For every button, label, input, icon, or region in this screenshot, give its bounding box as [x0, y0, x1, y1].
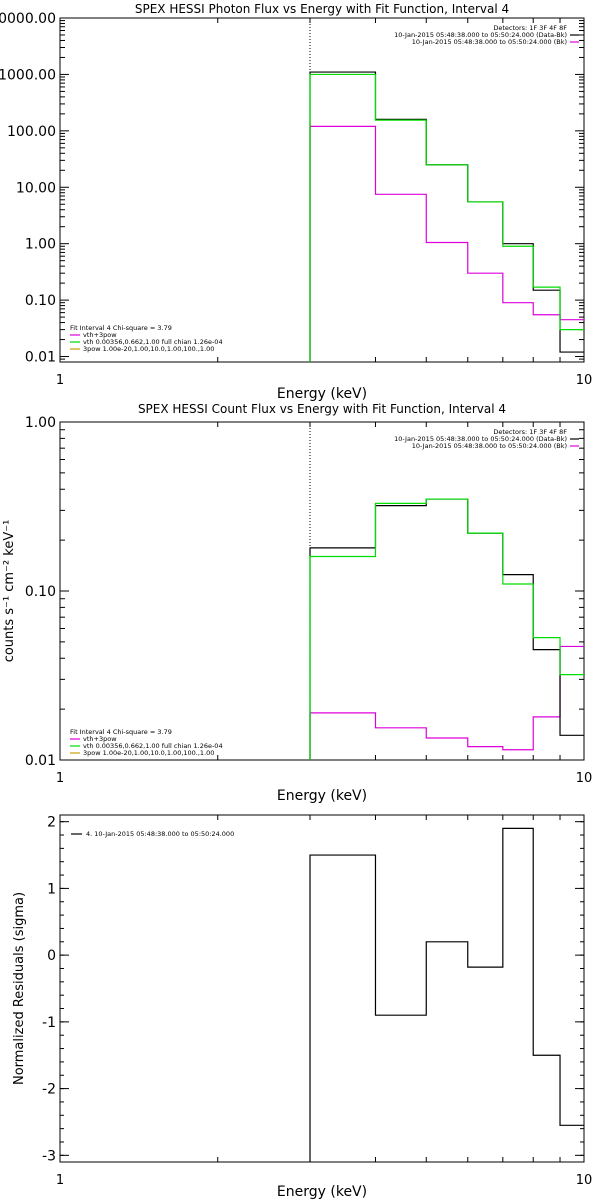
- plot-frame: [59, 814, 585, 1163]
- y-tick-label: -3: [42, 1148, 56, 1164]
- legend-top-entry: Detectors: 1F 3F 4F 8F: [493, 24, 567, 32]
- y-tick-label: 0.10: [25, 293, 56, 309]
- y-tick-label: 0: [47, 948, 56, 964]
- x-axis-label: Energy (keV): [277, 788, 367, 804]
- series-fit-line: [309, 498, 584, 760]
- x-axis-label: Energy (keV): [277, 1184, 367, 1200]
- y-tick-label: 0.01: [25, 753, 56, 769]
- legend-top-entry: 10-Jan-2015 05:48:38.000 to 05:50:24.000…: [394, 31, 567, 39]
- y-tick-label: 10.00: [16, 180, 56, 196]
- y-tick-label: 0.10: [25, 584, 56, 600]
- legend-bottom-entry: vth+3pow: [83, 735, 117, 743]
- legend-top-entry: 10-Jan-2015 05:48:38.000 to 05:50:24.000…: [412, 442, 567, 450]
- series-background-line: [309, 125, 584, 362]
- legend-bottom-entry: vth+3pow: [83, 331, 117, 339]
- chart-panel-3: Energy (keV) Normalized Residuals (sigma)…: [12, 814, 593, 1200]
- x-tick-label: 1: [56, 1173, 64, 1188]
- y-axis-label: Normalized Residuals (sigma): [12, 892, 27, 1085]
- y-axis-label: counts s⁻¹ cm⁻² keV⁻¹: [2, 520, 17, 663]
- chart-panel-1: SPEX HESSI Photon Flux vs Energy with Fi…: [0, 2, 592, 402]
- y-tick-label: -1: [42, 1015, 56, 1031]
- x-tick-label: 1: [56, 771, 64, 786]
- y-tick-label: 100.00: [7, 124, 56, 140]
- legend-top-entry: 10-Jan-2015 05:48:38.000 to 05:50:24.000…: [412, 38, 567, 46]
- legend-bottom-entry: 3pow 1.00e-20,1.00,10.0,1.00,100.,1.00: [83, 749, 214, 757]
- y-tick-label: 1: [47, 881, 56, 897]
- x-tick-label: 10: [576, 373, 593, 388]
- plot-frame: [59, 421, 585, 761]
- legend-top-entry: 10-Jan-2015 05:48:38.000 to 05:50:24.000…: [394, 435, 567, 443]
- y-tick-label: 0.01: [25, 350, 56, 366]
- series-fit-line: [309, 73, 584, 362]
- series-data-line: [309, 71, 584, 362]
- series-data-line: [309, 498, 584, 760]
- legend-bottom-entry: Fit Interval 4 Chi-square = 3.79: [70, 324, 172, 332]
- legend-bottom-entry: Fit Interval 4 Chi-square = 3.79: [70, 728, 172, 736]
- legend-top-entry: 4. 10-Jan-2015 05:48:38.000 to 05:50:24.…: [86, 830, 234, 838]
- series-background-line: [309, 645, 584, 760]
- x-tick-label: 1: [56, 373, 64, 388]
- plot-frame: [59, 17, 585, 363]
- y-tick-label: 1.00: [25, 415, 56, 431]
- legend-bottom-entry: 3pow 1.00e-20,1.00,10.0,1.00,100.,1.00: [83, 345, 214, 353]
- x-tick-label: 10: [576, 1173, 593, 1188]
- legend-bottom-entry: vth 0.00356,0.662,1.00 full chian 1.26e-…: [83, 742, 223, 750]
- legend-top-entry: Detectors: 1F 3F 4F 8F: [493, 428, 567, 436]
- chart-title: SPEX HESSI Count Flux vs Energy with Fit…: [138, 402, 506, 416]
- chart-panel-2: SPEX HESSI Count Flux vs Energy with Fit…: [2, 402, 592, 804]
- x-tick-label: 10: [576, 771, 593, 786]
- series-data-line: [309, 827, 584, 1162]
- y-tick-label: 2: [47, 815, 56, 831]
- chart-title: SPEX HESSI Photon Flux vs Energy with Fi…: [135, 2, 509, 16]
- y-tick-label: -2: [42, 1082, 56, 1098]
- x-axis-label: Energy (keV): [277, 386, 367, 402]
- y-tick-label: 1000.00: [0, 67, 56, 83]
- y-tick-label: 1.00: [25, 237, 56, 253]
- legend-bottom-entry: vth 0.00356,0.662,1.00 full chian 1.26e-…: [83, 338, 223, 346]
